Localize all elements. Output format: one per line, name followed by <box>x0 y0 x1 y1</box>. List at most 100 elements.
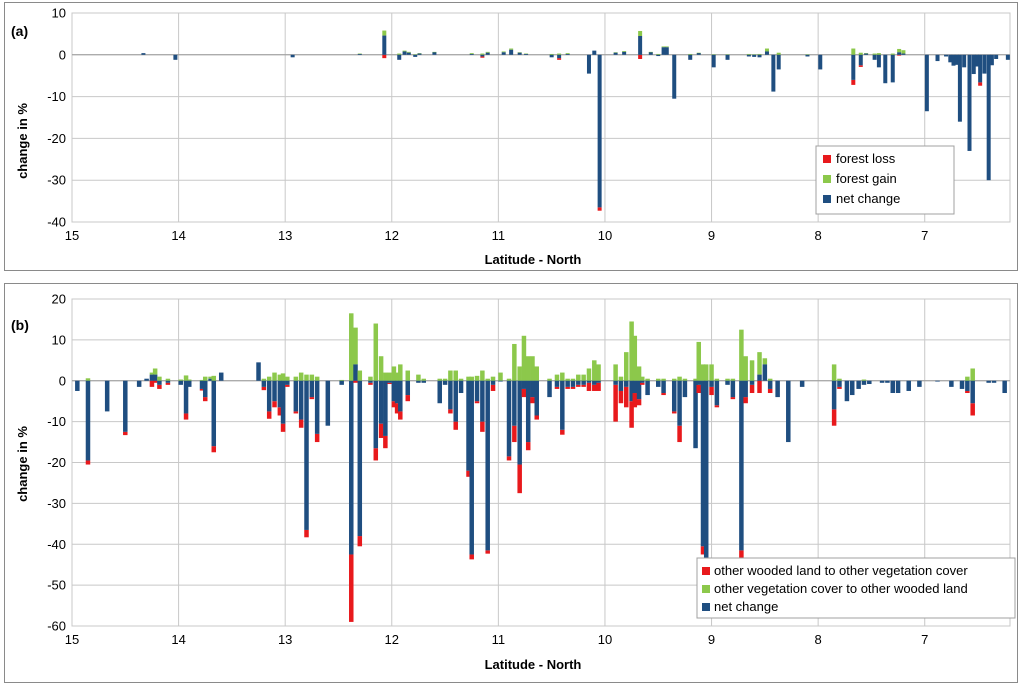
bar-net-change <box>596 380 601 383</box>
bar-net-change <box>416 380 421 383</box>
bar-gain <box>664 46 669 48</box>
bar-net-change <box>304 380 309 530</box>
bar-loss <box>280 423 286 432</box>
b-y-tick-label: 0 <box>59 373 66 388</box>
bar-net-change <box>693 380 698 449</box>
bar-gain <box>864 53 869 54</box>
bar-net-change <box>485 380 490 551</box>
bar-loss <box>387 382 392 385</box>
bar-gain <box>485 378 490 381</box>
bar-gain <box>570 378 576 381</box>
bar-net-change <box>872 54 877 60</box>
bar-gain <box>970 368 975 381</box>
bar-loss <box>357 536 363 547</box>
bar-net-change <box>309 380 315 398</box>
bar-net-change <box>432 52 437 55</box>
bar-net-change <box>586 54 591 74</box>
bar-gain <box>368 376 373 381</box>
bar-net-change <box>272 380 277 402</box>
bar-net-change <box>935 380 940 382</box>
bar-gain <box>378 356 384 381</box>
bar-net-change <box>805 54 810 57</box>
bar-net-change <box>944 54 949 57</box>
bar-loss <box>485 550 490 554</box>
bar-gain <box>581 374 586 381</box>
bar-loss <box>272 401 277 408</box>
b-y-tick-label: -20 <box>47 455 66 470</box>
bar-net-change <box>867 380 872 385</box>
bar-net-change <box>849 380 855 396</box>
bar-gain <box>656 378 661 381</box>
bar-gain <box>622 51 627 52</box>
bar-net-change <box>576 380 581 385</box>
bar-gain <box>266 376 272 381</box>
bar-net-change <box>391 380 397 402</box>
bar-gain <box>757 53 762 55</box>
bar-loss <box>165 382 171 385</box>
bar-loss <box>576 384 581 387</box>
bar-loss <box>596 382 601 391</box>
b-x-tick-label: 13 <box>278 632 292 647</box>
bar-net-change <box>844 380 850 402</box>
bar-gain <box>534 366 539 381</box>
bar-net-change <box>144 378 149 381</box>
panel-b-wooded-land-change: 20 10 0 -10 -20 -30 -40 -50 -60 15 14 13 12 11 10 9 8 7 (… <box>4 283 1018 683</box>
bar-net-change <box>775 380 780 398</box>
bar-gain <box>624 352 629 381</box>
b-x-tick-label: 10 <box>598 632 612 647</box>
bar-net-change <box>581 380 586 385</box>
bar-net-change <box>202 380 208 398</box>
bar-net-change <box>696 380 702 385</box>
chart-b-bars <box>75 313 1007 622</box>
bar-net-change <box>554 380 560 387</box>
bar-loss <box>592 384 597 391</box>
bar-net-change <box>851 54 856 80</box>
bar-net-change <box>959 380 965 389</box>
bar-loss <box>466 470 471 477</box>
bar-gain <box>632 335 638 381</box>
bar-net-change <box>501 52 506 55</box>
bar-gain <box>743 356 748 381</box>
bar-gain <box>298 372 304 381</box>
bar-net-change <box>378 380 384 424</box>
bar-gain <box>725 54 730 56</box>
bar-gain <box>405 370 411 381</box>
bar-gain <box>285 376 290 381</box>
bar-net-change <box>183 380 189 414</box>
bar-gain <box>746 53 751 55</box>
chart-b-legend: other wooded land to other vegetation co… <box>696 557 1016 619</box>
bar-net-change <box>661 47 666 55</box>
bar-net-change <box>771 54 776 92</box>
bar-loss <box>640 382 645 385</box>
bar-gain <box>682 378 688 381</box>
bar-gain <box>872 53 877 55</box>
bar-loss <box>700 546 706 555</box>
bar-net-change <box>173 54 178 60</box>
bar-loss <box>570 386 576 389</box>
bar-gain <box>613 364 618 381</box>
bar-net-change <box>636 380 642 400</box>
bar-net-change <box>565 53 570 55</box>
bar-gain <box>757 352 762 375</box>
bar-gain <box>406 51 411 53</box>
bar-gain <box>485 51 490 53</box>
bar-loss <box>506 456 512 461</box>
bar-loss <box>714 405 720 408</box>
chart-a-gridlines <box>71 12 1011 223</box>
bar-loss <box>534 415 539 420</box>
bar-net-change <box>672 54 677 99</box>
bar-net-change <box>957 54 962 122</box>
bar-net-change <box>895 380 901 394</box>
bar-gain <box>876 53 881 55</box>
bar-net-change <box>876 54 881 68</box>
bar-gain <box>557 53 562 55</box>
bar-net-change <box>645 380 650 396</box>
bar-loss <box>636 399 642 406</box>
bar-gain <box>149 372 155 375</box>
bar-loss <box>560 429 565 435</box>
bar-gain <box>416 374 421 381</box>
bar-gain <box>636 366 642 381</box>
bar-gain <box>373 323 379 381</box>
bar-net-change <box>521 380 527 389</box>
